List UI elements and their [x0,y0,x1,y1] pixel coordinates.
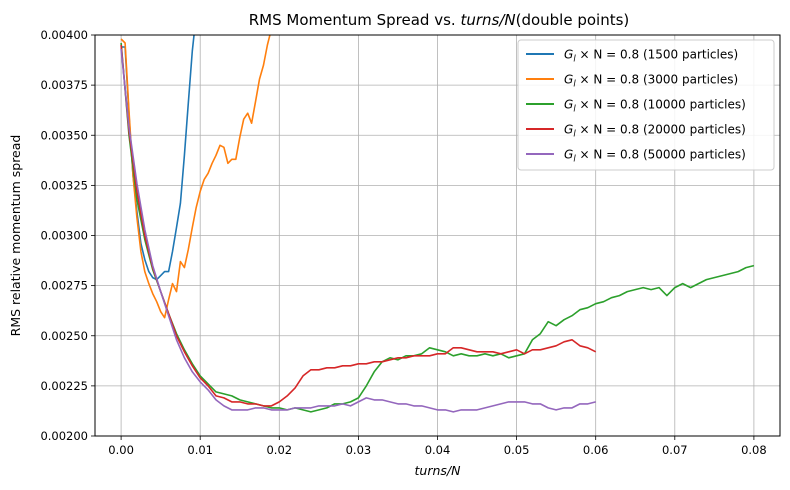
x-tick-label: 0.05 [504,443,530,457]
x-tick-label: 0.04 [425,443,451,457]
x-tick-label: 0.06 [583,443,609,457]
legend-math-subscript: l [573,80,576,90]
y-tick-label: 0.00400 [40,28,88,42]
legend-math-subscript: l [573,155,576,165]
x-tick-label: 0.02 [266,443,292,457]
legend-math-text: × N = 0.8 [576,98,643,112]
y-axis-label: RMS relative momentum spread [8,135,23,337]
legend-math-subscript: l [573,105,576,115]
y-tick-label: 0.00250 [40,329,88,343]
series-lines [120,35,755,413]
legend-series-name: (50000 particles) [643,148,746,162]
legend-math-symbol: G [564,123,573,137]
legend-label: Gl × N = 0.8 (3000 particles) [564,73,738,90]
legend-math-text: × N = 0.8 [576,73,643,87]
y-tick-label: 0.00325 [40,178,88,192]
legend-label: Gl × N = 0.8 (50000 particles) [564,148,746,165]
x-tick-label: 0.01 [187,443,213,457]
y-tick-label: 0.00350 [40,128,88,142]
x-tick-label: 0.03 [346,443,372,457]
chart-title: RMS Momentum Spread vs. turns/N(double p… [249,11,630,29]
y-tick-label: 0.00375 [40,78,88,92]
legend-math-subscript: l [573,55,576,65]
legend-math-symbol: G [564,73,573,87]
axis-ticks: 0.00 0.01 0.02 0.03 0.04 0.05 0.06 0.07 0.08 0.00… [40,28,766,457]
legend-label: Gl × N = 0.8 (10000 particles) [564,98,746,115]
legend-math-text: × N = 0.8 [576,148,643,162]
legend: Gl × N = 0.8 (1500 particles)Gl × N = 0.… [517,39,775,171]
legend-label: Gl × N = 0.8 (1500 particles) [564,48,738,65]
legend-series-name: (20000 particles) [643,123,746,137]
x-axis-label: turns/N [415,463,462,478]
legend-series-name: (1500 particles) [643,48,738,62]
legend-box [517,39,775,171]
series-line-5 [120,48,596,413]
legend-series-name: (3000 particles) [643,73,738,87]
x-tick-label: 0.07 [662,443,688,457]
plot-frame [94,34,781,437]
y-tick-label: 0.00225 [40,379,88,393]
legend-label: Gl × N = 0.8 (20000 particles) [564,123,746,140]
legend-math-subscript: l [573,130,576,140]
chart-title-italic: turns/N [460,11,515,29]
legend-series-name: (10000 particles) [643,98,746,112]
legend-math-symbol: G [564,148,573,162]
series-line-2 [120,35,271,319]
legend-math-text: × N = 0.8 [576,48,643,62]
legend-math-symbol: G [564,98,573,112]
legend-math-symbol: G [564,48,573,62]
legend-math-text: × N = 0.8 [576,123,643,137]
chart-title-suffix: (double points) [516,11,630,29]
x-tick-label: 0.08 [741,443,767,457]
y-tick-label: 0.00300 [40,229,88,243]
y-tick-label: 0.00200 [40,429,88,443]
y-tick-label: 0.00275 [40,279,88,293]
series-line-4 [120,44,597,407]
chart-title-prefix: RMS Momentum Spread vs. [249,11,461,29]
series-line-3 [120,42,755,413]
x-tick-label: 0.00 [108,443,134,457]
